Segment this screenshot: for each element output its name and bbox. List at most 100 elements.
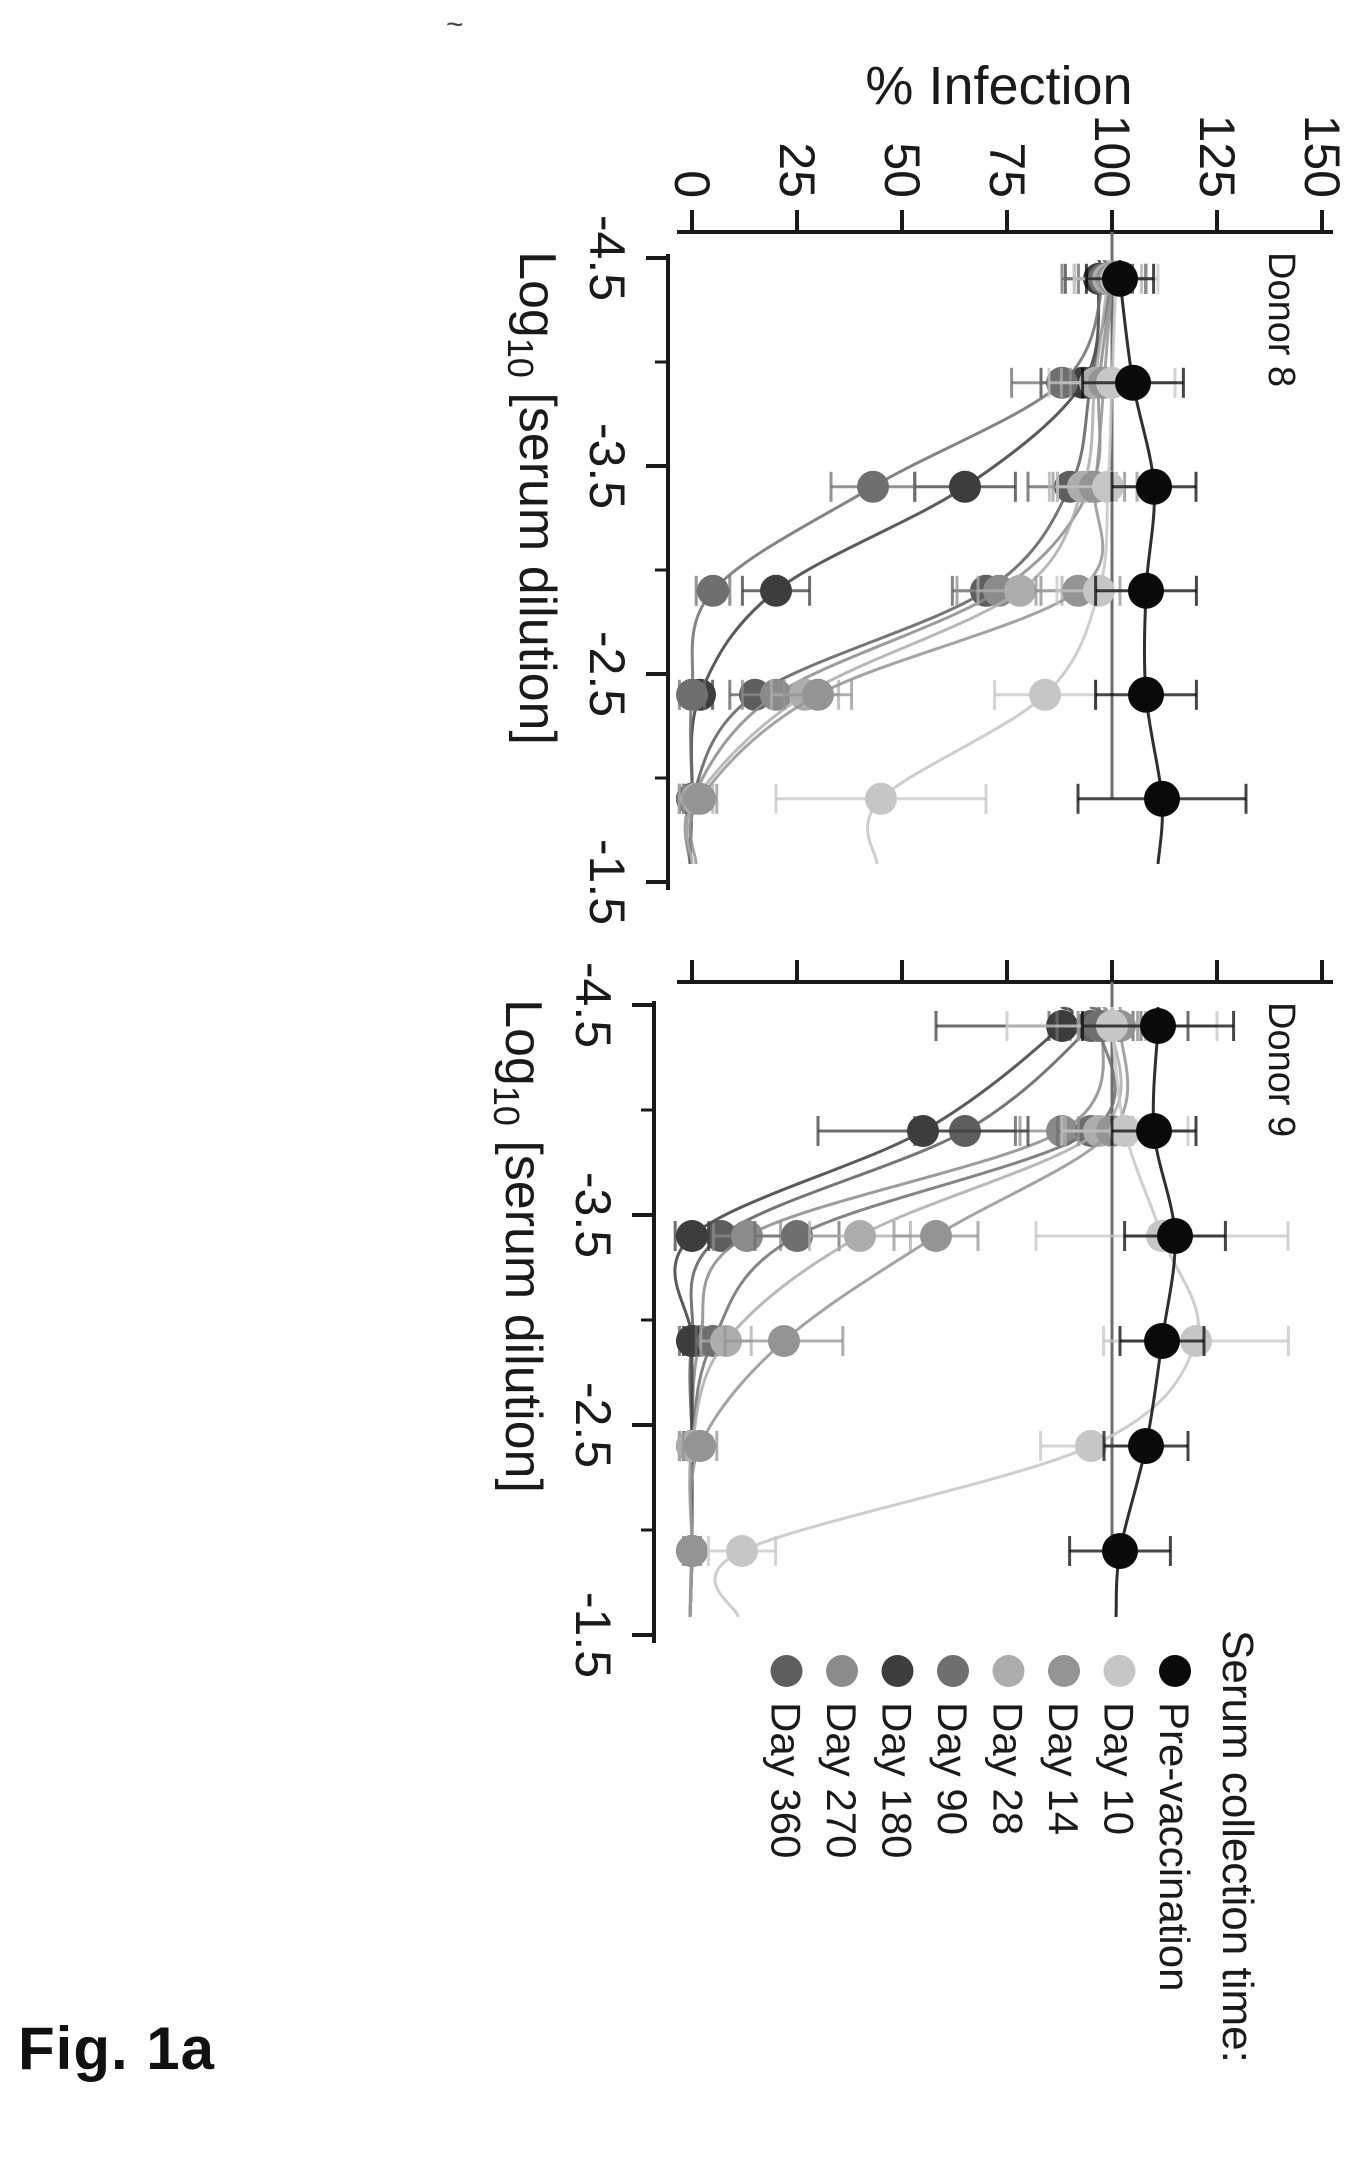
series-curve <box>688 1006 1130 1618</box>
data-point <box>1102 1533 1138 1569</box>
series-pre-vaccination <box>1076 259 1248 865</box>
y-tick-label: 0 <box>664 170 720 198</box>
x-axis-title: Log10 [serum dilution] <box>486 999 552 1493</box>
series-curve <box>688 259 1102 865</box>
series-day-360 <box>676 1005 1135 1618</box>
data-point <box>920 1220 952 1252</box>
series-day-10 <box>774 259 1177 865</box>
data-point <box>684 782 716 815</box>
series-curve <box>866 259 1118 865</box>
y-tick-label: 150 <box>1294 115 1350 198</box>
data-point <box>1102 260 1138 297</box>
y-tick-label: 50 <box>874 142 930 198</box>
data-point <box>1144 780 1180 817</box>
legend-item: Day 270 <box>818 1655 865 1858</box>
legend-label: Day 270 <box>818 1702 865 1858</box>
legend-swatch <box>1048 1655 1080 1687</box>
series-curve <box>1117 259 1164 865</box>
legend-swatch <box>937 1655 969 1687</box>
series-curve <box>685 259 1111 865</box>
x-tick-label: -1.5 <box>565 1592 621 1678</box>
data-point <box>676 678 708 711</box>
data-point <box>1029 678 1061 711</box>
figure-caption: Fig. 1a <box>18 2015 216 2082</box>
data-point <box>857 470 889 503</box>
legend-label: Pre-vaccination <box>1151 1702 1198 1991</box>
legend-label: Day 360 <box>763 1702 810 1858</box>
series-day-14 <box>676 1006 1164 1618</box>
data-point <box>949 470 981 503</box>
legend-swatch <box>1103 1655 1136 1687</box>
data-point <box>1128 1428 1164 1464</box>
series-day-90 <box>676 259 1148 865</box>
x-tick-label: -2.5 <box>565 1382 621 1468</box>
x-tick-label: -3.5 <box>579 423 635 509</box>
data-point <box>760 574 792 607</box>
legend: Serum collection time:Pre-vaccinationDay… <box>763 1630 1263 2063</box>
data-point <box>1144 1323 1180 1359</box>
legend-swatch <box>770 1655 803 1687</box>
panel-title: Donor 8 <box>1260 252 1302 387</box>
data-point <box>1136 1113 1172 1149</box>
scan-artifact-mark: ~ <box>446 8 464 41</box>
x-tick-label: -3.5 <box>565 1172 621 1258</box>
data-point <box>865 782 897 815</box>
legend-label: Day 180 <box>874 1702 921 1858</box>
legend-swatch <box>1159 1655 1191 1687</box>
legend-item: Day 180 <box>874 1655 921 1858</box>
y-tick-label: 125 <box>1189 115 1245 198</box>
legend-item: Day 90 <box>929 1655 976 1835</box>
series-day-10 <box>706 1006 1290 1618</box>
legend-title: Serum collection time: <box>1213 1630 1262 2063</box>
x-tick-label: -1.5 <box>579 839 635 925</box>
series-curve <box>688 1006 1123 1618</box>
series-day-90 <box>676 1006 1143 1618</box>
legend-label: Day 28 <box>985 1702 1032 1835</box>
data-point <box>781 1220 813 1252</box>
data-point <box>1128 676 1164 713</box>
data-point <box>907 1115 939 1147</box>
series-curve <box>683 259 1115 865</box>
data-point <box>676 1220 708 1252</box>
data-point <box>1092 470 1124 503</box>
data-point <box>844 1220 876 1252</box>
data-point <box>1128 572 1164 609</box>
data-point <box>684 1430 716 1462</box>
legend-swatch <box>992 1655 1025 1687</box>
x-tick-label: -4.5 <box>579 215 635 301</box>
legend-swatch <box>826 1655 858 1687</box>
legend-label: Day 90 <box>929 1702 976 1835</box>
data-point <box>1157 1218 1193 1254</box>
series-pre-vaccination <box>1068 1006 1236 1618</box>
panel-donor-8: 0 25 50 75 100 125 150 -4.5 -3.5 -2.5 -1.5 Log10 [s… <box>500 115 1350 926</box>
legend-item: Day 10 <box>1096 1655 1143 1835</box>
data-point <box>697 574 729 607</box>
legend-item: Pre-vaccination <box>1151 1655 1198 1991</box>
y-tick-label: 25 <box>769 142 825 198</box>
x-tick-label: -2.5 <box>579 631 635 717</box>
x-tick-label: -4.5 <box>565 962 621 1048</box>
panel-title: Donor 9 <box>1260 1002 1302 1137</box>
data-point <box>1075 1430 1107 1462</box>
series-day-28 <box>676 1006 1148 1618</box>
legend-item: Day 14 <box>1040 1655 1087 1835</box>
data-point <box>676 1535 708 1567</box>
data-point <box>768 1325 800 1357</box>
y-tick-label: 100 <box>1084 115 1140 198</box>
legend-label: Day 10 <box>1096 1702 1143 1835</box>
data-point <box>1140 1008 1176 1044</box>
series-curve <box>688 259 1109 865</box>
series-curve <box>1114 1006 1177 1618</box>
legend-item: Day 360 <box>763 1655 810 1858</box>
data-point <box>1004 574 1036 607</box>
data-point <box>802 678 834 711</box>
legend-swatch <box>881 1655 914 1687</box>
y-tick-label: 75 <box>979 142 1035 198</box>
legend-label: Day 14 <box>1040 1702 1087 1835</box>
panel-donor-9: -4.5 -3.5 -2.5 -1.5 Log10 [serum dilution] Do… <box>486 960 1333 1678</box>
legend-item: Day 28 <box>985 1655 1032 1835</box>
y-axis-title: % Infection <box>865 56 1132 116</box>
